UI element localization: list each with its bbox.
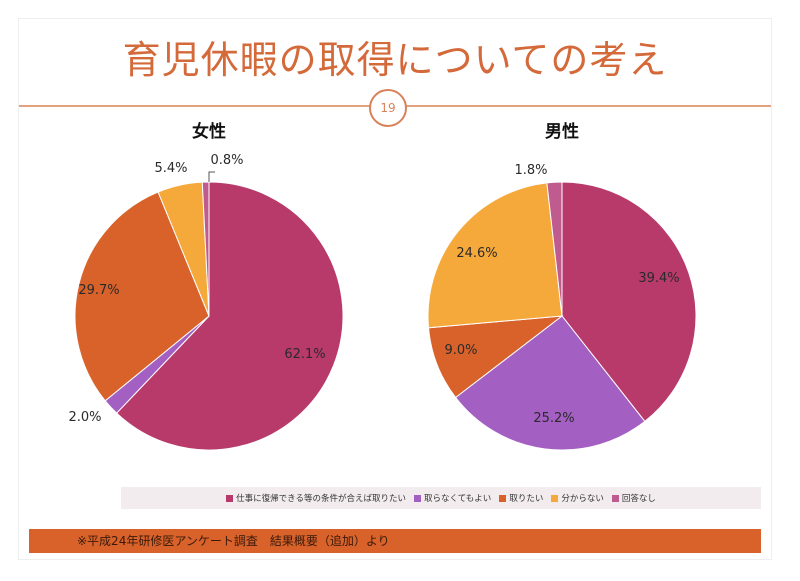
data-label: 9.0% — [444, 343, 477, 358]
data-label: 5.4% — [154, 161, 187, 176]
legend-label: 取りたい — [509, 494, 544, 504]
legend-label: 分からない — [561, 494, 604, 504]
pie-chart-male: 男性 39.4% 25.2% 9.0% 24.6% 1.8% — [427, 121, 697, 451]
legend-item: 仕事に復帰できる等の条件が合えば取りたい — [226, 492, 406, 504]
legend-item: 分からない — [551, 492, 604, 504]
pie-slice — [561, 181, 697, 423]
page-number-badge: 19 — [369, 89, 407, 127]
leader-line — [208, 171, 215, 182]
pie-slice — [74, 191, 210, 402]
pie-slice — [454, 315, 646, 451]
data-label: 1.8% — [514, 163, 547, 178]
pie-charts: 女性 62.1% 2.0% 29.7% 5.4% 0.8% 男性 39.4% 25.2% 9.0%… — [68, 121, 697, 451]
pie-title: 女性 — [192, 121, 226, 142]
data-label: 25.2% — [533, 411, 574, 426]
legend-swatch — [551, 494, 559, 502]
data-label: 29.7% — [78, 283, 119, 298]
slide: 育児休暇の取得についての考え 19 女性 62.1% 2.0% 29.7% 5.4% 0.… — [18, 18, 772, 560]
legend-swatch — [611, 494, 619, 502]
legend-item: 回答なし — [611, 492, 656, 504]
pie-chart-female: 女性 62.1% 2.0% 29.7% 5.4% 0.8% — [68, 121, 344, 451]
data-label: 62.1% — [284, 347, 325, 362]
legend-label: 回答なし — [621, 494, 656, 504]
legend-item: 取らなくてもよい — [413, 492, 492, 504]
pie-slice — [115, 181, 344, 451]
legend-swatch — [226, 494, 234, 502]
pie-slice — [427, 182, 563, 329]
data-label: 39.4% — [638, 271, 679, 286]
source-footer: ※平成24年研修医アンケート調査 結果概要（追加）より — [29, 529, 761, 553]
pie-title: 男性 — [545, 121, 579, 142]
data-label: 2.0% — [68, 410, 101, 425]
legend-swatch — [413, 494, 421, 502]
legend-label: 仕事に復帰できる等の条件が合えば取りたい — [236, 494, 406, 504]
data-label: 24.6% — [456, 246, 497, 261]
chart-legend: 仕事に復帰できる等の条件が合えば取りたい 取らなくてもよい 取りたい 分からない 回答な… — [121, 487, 761, 509]
legend-item: 取りたい — [499, 492, 543, 504]
data-label: 0.8% — [210, 153, 243, 168]
legend-swatch — [499, 494, 507, 502]
pie-slice — [546, 181, 563, 317]
page-title: 育児休暇の取得についての考え — [122, 38, 668, 82]
legend-label: 取らなくてもよい — [423, 494, 492, 504]
